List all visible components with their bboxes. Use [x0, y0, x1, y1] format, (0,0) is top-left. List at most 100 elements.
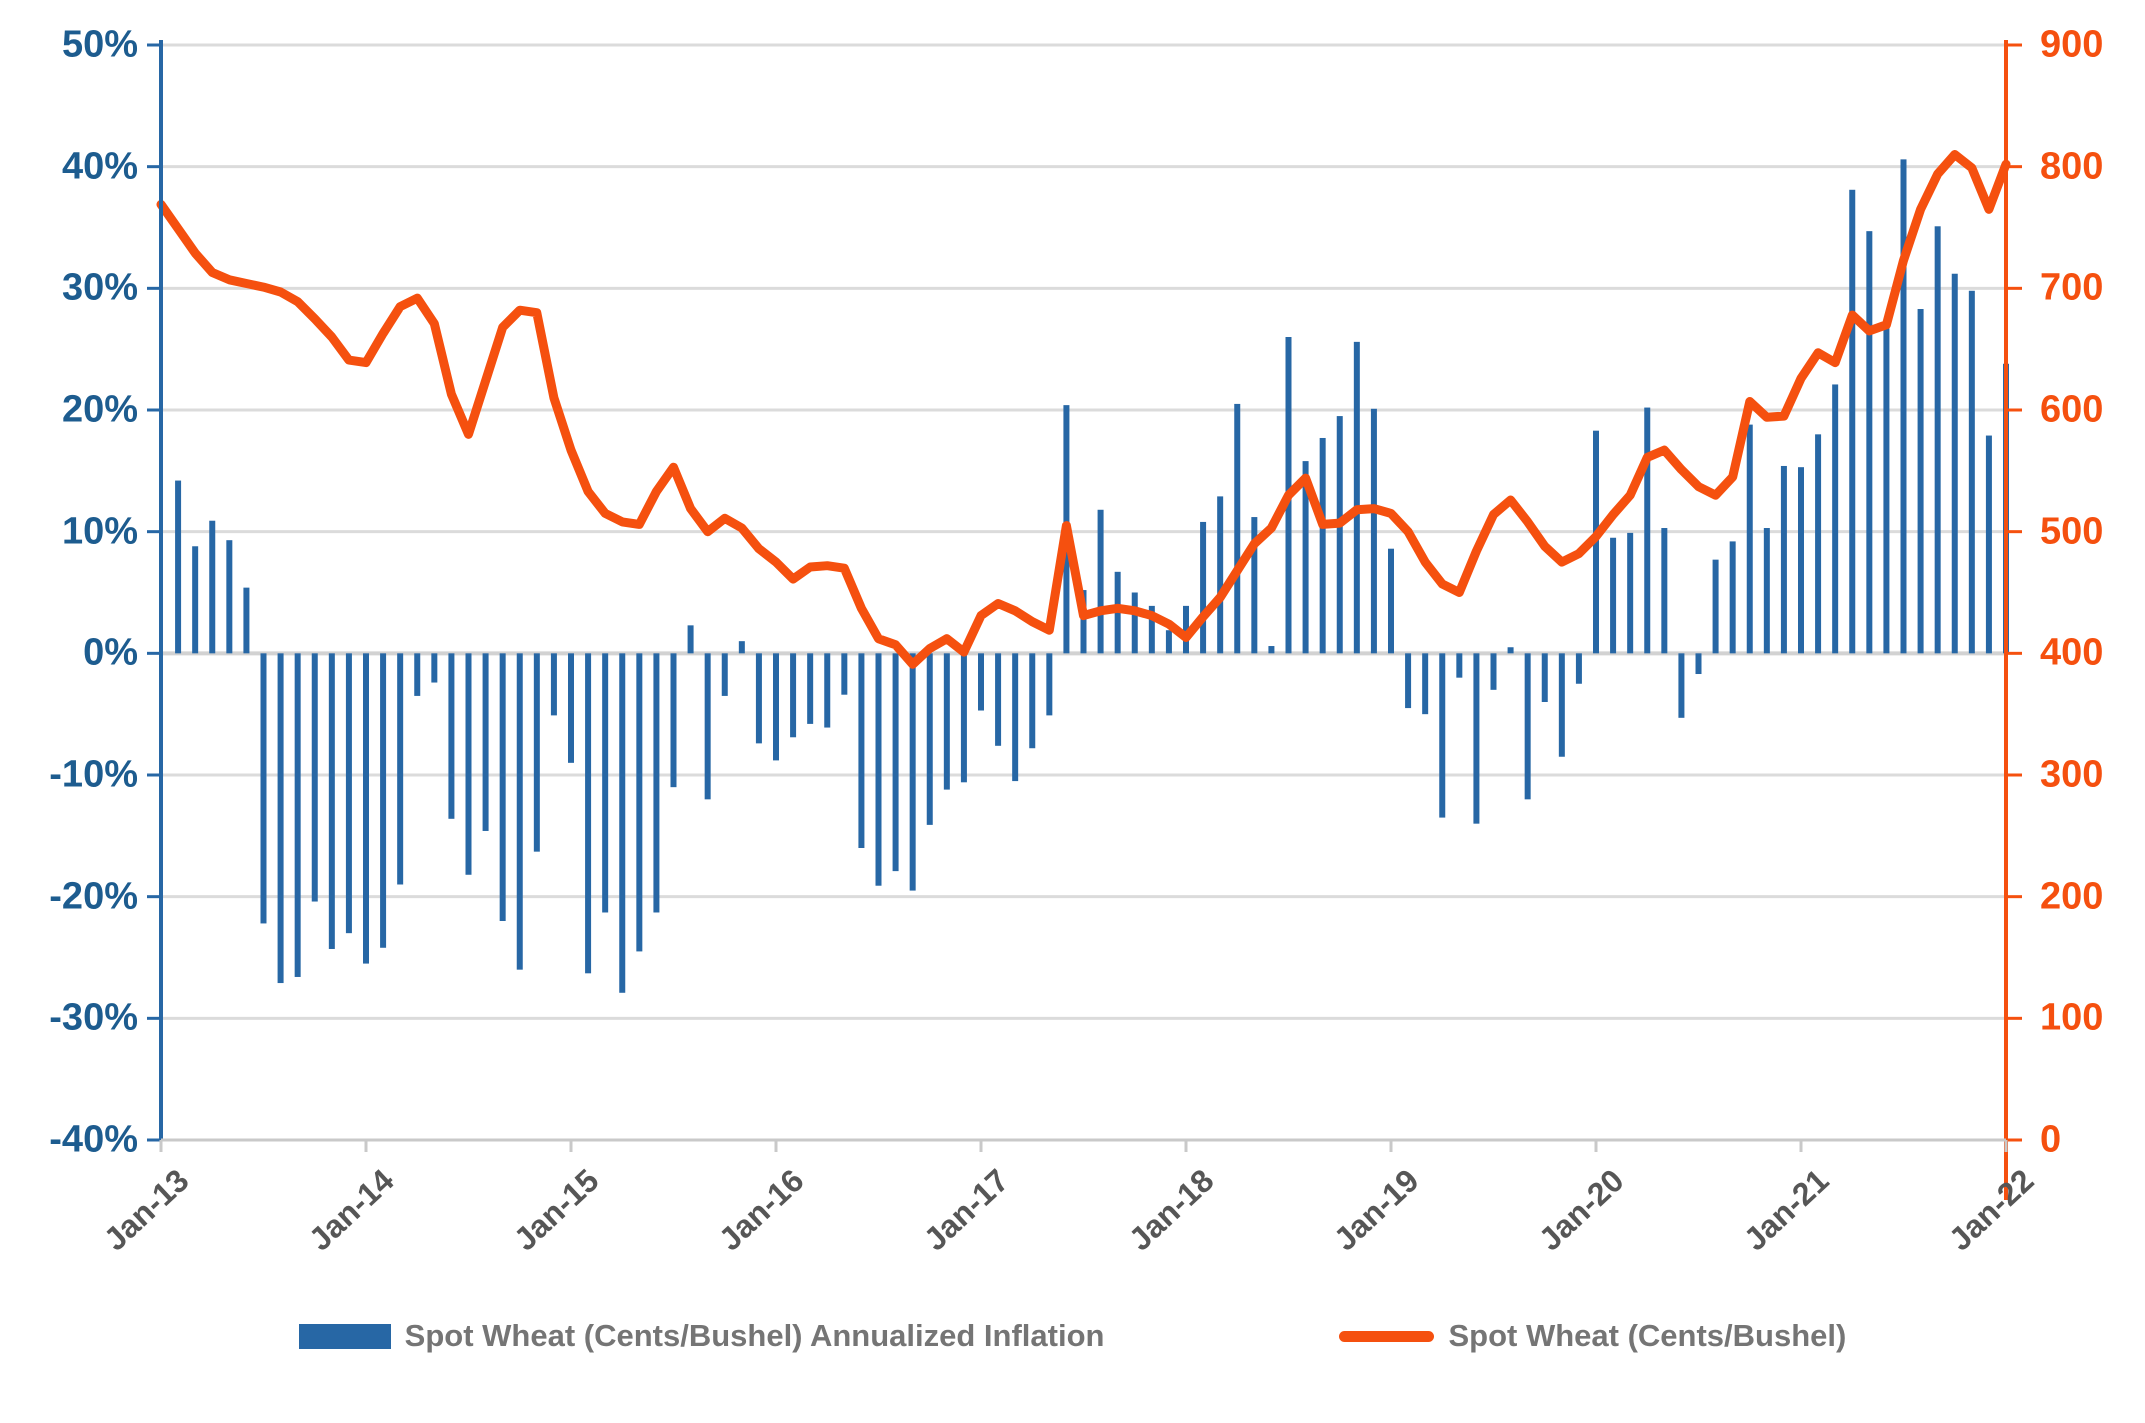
- inflation-bar: [1678, 653, 1685, 718]
- right-axis-label: 900: [2040, 23, 2104, 66]
- inflation-bar: [1661, 528, 1668, 654]
- right-axis-label: 500: [2040, 510, 2104, 553]
- inflation-bar: [1832, 384, 1839, 654]
- left-axis-label: -10%: [49, 753, 138, 796]
- inflation-bar: [1541, 653, 1548, 702]
- inflation-bar: [1097, 509, 1104, 654]
- inflation-bar: [1951, 273, 1958, 654]
- inflation-bar: [1422, 653, 1429, 715]
- inflation-bar: [499, 653, 506, 921]
- right-axis-label: 0: [2040, 1118, 2062, 1161]
- inflation-bar: [653, 653, 660, 913]
- inflation-bar: [1610, 537, 1617, 654]
- inflation-bar: [260, 653, 267, 924]
- inflation-bar: [1200, 521, 1207, 654]
- inflation-bar: [465, 653, 472, 875]
- inflation-bar: [687, 625, 694, 654]
- inflation-bar: [1917, 309, 1924, 654]
- inflation-bar: [738, 641, 745, 654]
- inflation-bar: [294, 653, 301, 977]
- legend: Spot Wheat (Cents/Bushel) Annualized Inf…: [0, 1318, 2145, 1354]
- inflation-bar: [1456, 653, 1463, 678]
- right-axis-label: 800: [2040, 145, 2104, 188]
- inflation-bar: [721, 653, 728, 696]
- legend-item-inflation[interactable]: Spot Wheat (Cents/Bushel) Annualized Inf…: [298, 1318, 1105, 1354]
- line-swatch-icon: [1339, 1330, 1435, 1342]
- inflation-bar: [1131, 592, 1138, 654]
- inflation-bar: [960, 653, 967, 783]
- left-axis-label: 40%: [61, 145, 138, 188]
- inflation-bar: [1490, 653, 1497, 690]
- inflation-bar: [1439, 653, 1446, 818]
- inflation-bar: [1165, 630, 1172, 654]
- inflation-bar: [414, 653, 421, 696]
- right-axis-label: 400: [2040, 631, 2104, 674]
- inflation-bar: [1934, 226, 1941, 654]
- left-axis-label: 30%: [61, 266, 138, 309]
- left-axis-label: 0%: [83, 631, 138, 674]
- inflation-bar: [1046, 653, 1053, 716]
- inflation-bar: [1627, 532, 1634, 654]
- inflation-bar: [192, 546, 199, 654]
- inflation-bar: [1029, 653, 1036, 749]
- inflation-bar: [704, 653, 711, 800]
- inflation-bar: [328, 653, 335, 949]
- inflation-bar: [943, 653, 950, 790]
- inflation-bar: [1353, 341, 1360, 654]
- inflation-bar: [1883, 324, 1890, 654]
- inflation-bar: [1012, 653, 1019, 782]
- inflation-bar: [1405, 653, 1412, 709]
- inflation-bar: [670, 653, 677, 788]
- inflation-bar: [1558, 653, 1565, 757]
- inflation-bar: [1575, 653, 1582, 684]
- inflation-bar: [1388, 548, 1394, 654]
- right-axis-label: 200: [2040, 875, 2104, 918]
- left-axis-label: 10%: [61, 510, 138, 553]
- inflation-bar: [1729, 541, 1736, 654]
- inflation-bar: [755, 653, 762, 744]
- inflation-bar: [277, 653, 284, 984]
- inflation-bar: [1815, 434, 1822, 654]
- inflation-bar: [1900, 159, 1907, 654]
- price-line: [156, 150, 2011, 669]
- inflation-bar: [345, 653, 352, 934]
- inflation-bar: [636, 653, 643, 952]
- left-axis-label: -30%: [49, 996, 138, 1039]
- inflation-bar: [1473, 653, 1480, 824]
- inflation-bar: [550, 653, 557, 716]
- inflation-bar: [363, 653, 369, 964]
- inflation-bar: [568, 653, 574, 763]
- inflation-bar: [397, 653, 404, 885]
- inflation-bar: [619, 653, 626, 993]
- inflation-bar: [995, 653, 1002, 746]
- inflation-bar: [790, 653, 797, 738]
- inflation-bar: [1268, 646, 1275, 654]
- inflation-bar: [926, 653, 933, 825]
- inflation-bar: [585, 653, 592, 974]
- inflation-bar: [516, 653, 523, 970]
- inflation-bar: [1336, 416, 1343, 654]
- inflation-bar: [380, 653, 387, 948]
- right-axis-label: 600: [2040, 388, 2104, 431]
- right-axis-label: 300: [2040, 753, 2104, 796]
- right-axis-label: 700: [2040, 266, 2104, 309]
- inflation-bar: [533, 653, 540, 852]
- inflation-bar: [482, 653, 489, 831]
- inflation-bar: [1746, 424, 1753, 654]
- inflation-bar: [1712, 559, 1719, 654]
- inflation-bar: [1849, 189, 1856, 654]
- inflation-bar: [858, 653, 865, 848]
- left-axis-label: -20%: [49, 875, 138, 918]
- inflation-bar: [602, 653, 609, 913]
- inflation-bar: [1763, 528, 1770, 654]
- inflation-bar: [1695, 653, 1702, 675]
- legend-item-price[interactable]: Spot Wheat (Cents/Bushel): [1339, 1318, 1846, 1354]
- inflation-bar: [1644, 407, 1651, 654]
- left-axis-label: -40%: [49, 1118, 138, 1161]
- legend-label-inflation: Spot Wheat (Cents/Bushel) Annualized Inf…: [404, 1318, 1105, 1353]
- inflation-bar: [243, 587, 250, 654]
- inflation-bar: [773, 653, 779, 761]
- inflation-bar: [1251, 517, 1258, 654]
